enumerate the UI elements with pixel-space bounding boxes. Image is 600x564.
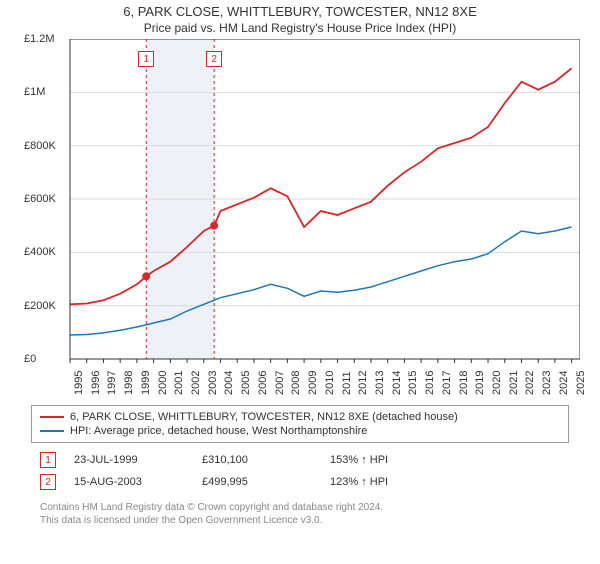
y-tick-label: £800K bbox=[24, 140, 56, 152]
footer-line-1: Contains HM Land Registry data © Crown c… bbox=[40, 501, 560, 514]
sale-row: 2 15-AUG-2003 £499,995 123% ↑ HPI bbox=[40, 471, 560, 493]
sale-price: £310,100 bbox=[202, 454, 312, 466]
x-tick-label: 2000 bbox=[157, 371, 169, 395]
sale-marker-icon: 1 bbox=[40, 452, 56, 468]
x-tick-label: 2002 bbox=[190, 371, 202, 395]
legend-swatch bbox=[40, 416, 64, 418]
y-tick-label: £0 bbox=[24, 353, 36, 365]
chart-plot-area: £0£200K£400K£600K£800K£1M£1.2M 199519961… bbox=[20, 39, 580, 399]
x-tick-label: 2004 bbox=[223, 371, 235, 395]
x-tick-label: 1995 bbox=[73, 371, 85, 395]
x-tick-label: 1997 bbox=[106, 371, 118, 395]
x-tick-label: 2022 bbox=[524, 371, 536, 395]
x-tick-label: 2005 bbox=[240, 371, 252, 395]
sales-table: 1 23-JUL-1999 £310,100 153% ↑ HPI 2 15-AUG-20… bbox=[40, 449, 560, 493]
sale-row: 1 23-JUL-1999 £310,100 153% ↑ HPI bbox=[40, 449, 560, 471]
legend: 6, PARK CLOSE, WHITTLEBURY, TOWCESTER, N… bbox=[31, 405, 569, 443]
x-tick-label: 2003 bbox=[207, 371, 219, 395]
x-tick-label: 2016 bbox=[424, 371, 436, 395]
sale-date: 23-JUL-1999 bbox=[74, 454, 184, 466]
x-tick-label: 1999 bbox=[140, 371, 152, 395]
legend-label: HPI: Average price, detached house, West… bbox=[70, 425, 367, 437]
x-tick-label: 2018 bbox=[458, 371, 470, 395]
x-tick-label: 2010 bbox=[324, 371, 336, 395]
legend-item: 6, PARK CLOSE, WHITTLEBURY, TOWCESTER, N… bbox=[40, 410, 560, 424]
x-tick-label: 2007 bbox=[274, 371, 286, 395]
x-tick-label: 2015 bbox=[407, 371, 419, 395]
y-tick-label: £600K bbox=[24, 193, 56, 205]
x-tick-label: 2023 bbox=[541, 371, 553, 395]
y-tick-label: £200K bbox=[24, 300, 56, 312]
footer-line-2: This data is licensed under the Open Gov… bbox=[40, 514, 560, 527]
legend-swatch bbox=[40, 430, 64, 432]
sale-vs-hpi: 153% ↑ HPI bbox=[330, 454, 440, 466]
y-tick-label: £400K bbox=[24, 246, 56, 258]
y-tick-label: £1.2M bbox=[24, 33, 55, 45]
x-tick-label: 2009 bbox=[307, 371, 319, 395]
legend-label: 6, PARK CLOSE, WHITTLEBURY, TOWCESTER, N… bbox=[70, 411, 458, 423]
x-tick-label: 2013 bbox=[374, 371, 386, 395]
legend-item: HPI: Average price, detached house, West… bbox=[40, 424, 560, 438]
sale-price: £499,995 bbox=[202, 476, 312, 488]
x-tick-label: 2011 bbox=[341, 371, 353, 395]
x-tick-label: 2017 bbox=[441, 371, 453, 395]
y-tick-label: £1M bbox=[24, 86, 45, 98]
x-tick-label: 2008 bbox=[290, 371, 302, 395]
x-tick-label: 2024 bbox=[558, 371, 570, 395]
x-tick-label: 1996 bbox=[90, 371, 102, 395]
chart-svg bbox=[20, 39, 580, 399]
x-tick-label: 2025 bbox=[575, 371, 587, 395]
sale-marker-box: 1 bbox=[138, 51, 154, 67]
x-tick-label: 2014 bbox=[391, 371, 403, 395]
x-tick-label: 2001 bbox=[173, 371, 185, 395]
sale-date: 15-AUG-2003 bbox=[74, 476, 184, 488]
x-tick-label: 2019 bbox=[474, 371, 486, 395]
sale-marker-box: 2 bbox=[206, 51, 222, 67]
chart-container: 6, PARK CLOSE, WHITTLEBURY, TOWCESTER, N… bbox=[0, 4, 600, 564]
x-tick-label: 2006 bbox=[257, 371, 269, 395]
chart-subtitle: Price paid vs. HM Land Registry's House … bbox=[0, 21, 600, 35]
x-tick-label: 2021 bbox=[508, 371, 520, 395]
x-tick-label: 1998 bbox=[123, 371, 135, 395]
footer: Contains HM Land Registry data © Crown c… bbox=[40, 501, 560, 527]
x-tick-label: 2012 bbox=[357, 371, 369, 395]
x-tick-label: 2020 bbox=[491, 371, 503, 395]
chart-title: 6, PARK CLOSE, WHITTLEBURY, TOWCESTER, N… bbox=[0, 4, 600, 19]
sale-marker-icon: 2 bbox=[40, 474, 56, 490]
sale-vs-hpi: 123% ↑ HPI bbox=[330, 476, 440, 488]
